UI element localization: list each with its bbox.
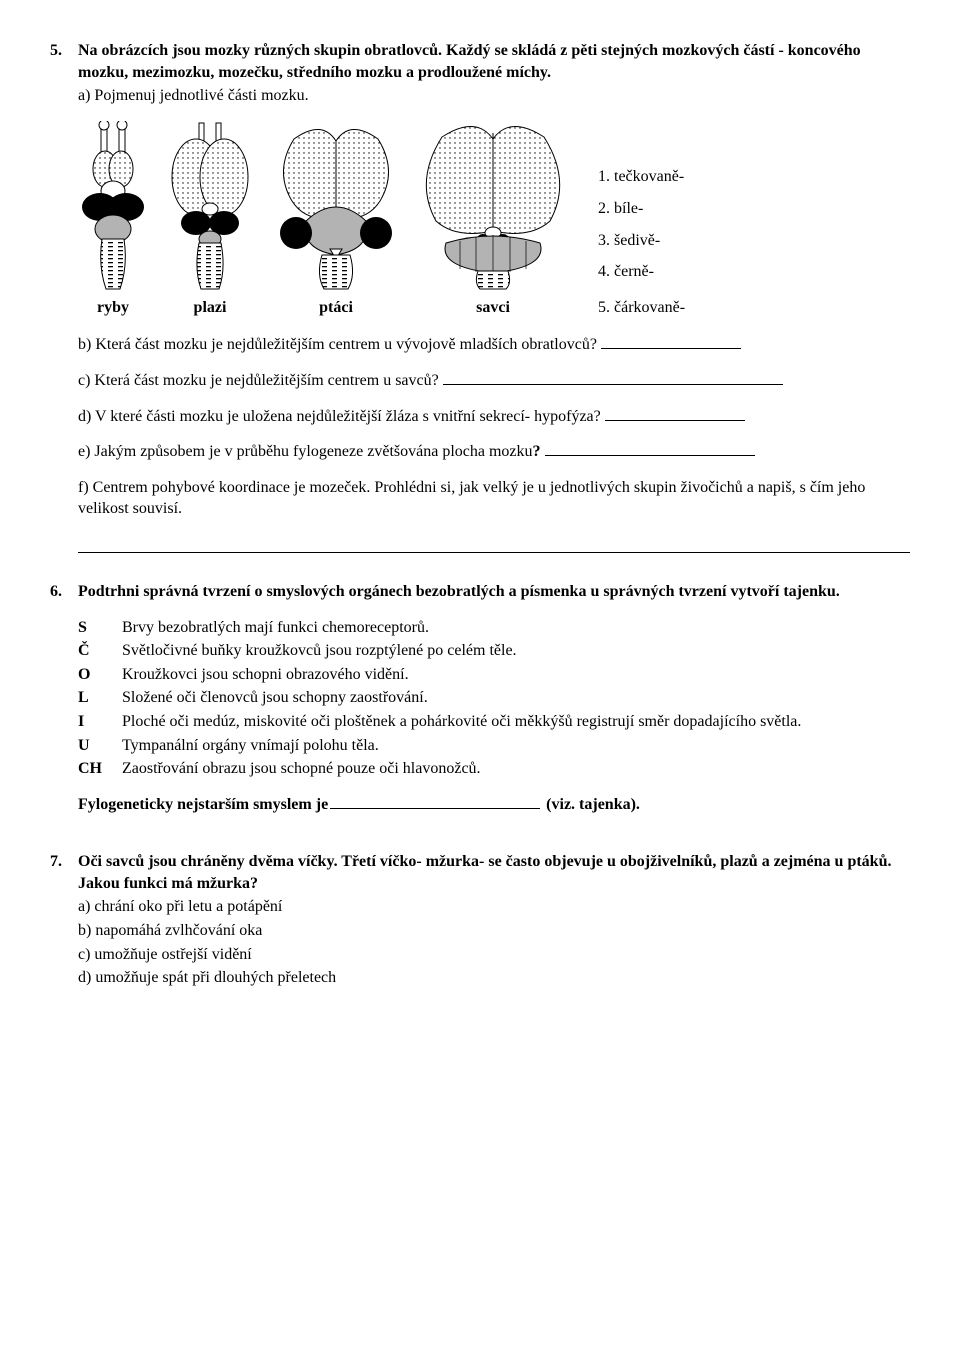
- brain-ryby-svg: [78, 121, 148, 291]
- brain-ryby: ryby: [78, 121, 148, 319]
- legend: 1. tečkovaně- 2. bíle- 3. šedivě- 4. čer…: [598, 164, 685, 318]
- question-7: 7. Oči savců jsou chráněny dvěma víčky. …: [50, 851, 910, 989]
- brain-plazi-svg: [166, 121, 254, 291]
- stmt-O: O Kroužkovci jsou schopni obrazového vid…: [78, 664, 910, 686]
- label-ryby: ryby: [97, 297, 129, 319]
- legend-1: 1. tečkovaně-: [598, 166, 685, 188]
- brain-row: ryby: [78, 121, 568, 319]
- q5-title: Na obrázcích jsou mozky různých skupin o…: [78, 40, 910, 83]
- q7-opt-b: b) napomáhá zvlhčování oka: [78, 920, 910, 942]
- label-plazi: plazi: [194, 297, 227, 319]
- stmt-S-letter: S: [78, 617, 122, 639]
- brain-ptaci-svg: [272, 121, 400, 291]
- brain-diagram-block: ryby: [50, 121, 910, 319]
- q5-b-blank[interactable]: [601, 348, 741, 349]
- stmt-U-text: Tympanální orgány vnímají polohu těla.: [122, 735, 910, 757]
- stmt-O-text: Kroužkovci jsou schopni obrazového viděn…: [122, 664, 910, 686]
- q5-sub-questions: b) Která část mozku je nejdůležitějším c…: [78, 334, 910, 520]
- q6-fylo-suffix: (viz. tajenka).: [542, 796, 640, 813]
- q7-title: Oči savců jsou chráněny dvěma víčky. Tře…: [78, 851, 910, 894]
- question-6: 6. Podtrhni správná tvrzení o smyslových…: [50, 581, 910, 815]
- stmt-I: I Ploché oči medúz, miskovité oči ploště…: [78, 711, 910, 733]
- stmt-C: Č Světločivné buňky kroužkovců jsou rozp…: [78, 640, 910, 662]
- brain-plazi: plazi: [166, 121, 254, 319]
- stmt-I-letter: I: [78, 711, 122, 733]
- q7-number: 7.: [50, 851, 78, 894]
- brain-savci-svg: [418, 121, 568, 291]
- q6-title: Podtrhni správná tvrzení o smyslových or…: [78, 581, 910, 603]
- q5-c-text: c) Která část mozku je nejdůležitějším c…: [78, 372, 439, 389]
- stmt-CH-text: Zaostřování obrazu jsou schopné pouze oč…: [122, 758, 910, 780]
- stmt-U-letter: U: [78, 735, 122, 757]
- q5-b: b) Která část mozku je nejdůležitějším c…: [78, 334, 910, 356]
- stmt-S: S Brvy bezobratlých mají funkci chemorec…: [78, 617, 910, 639]
- q5-c: c) Která část mozku je nejdůležitějším c…: [78, 370, 910, 392]
- q5-header: 5. Na obrázcích jsou mozky různých skupi…: [50, 40, 910, 83]
- brain-savci: savci: [418, 121, 568, 319]
- q5-e-text: e) Jakým způsobem je v průběhu fylogenez…: [78, 443, 533, 460]
- stmt-C-text: Světločivné buňky kroužkovců jsou rozptý…: [122, 640, 910, 662]
- q5-d-text: d) V které části mozku je uložena nejdůl…: [78, 408, 601, 425]
- q5-e: e) Jakým způsobem je v průběhu fylogenez…: [78, 441, 910, 463]
- stmt-O-letter: O: [78, 664, 122, 686]
- q5-d: d) V které části mozku je uložena nejdůl…: [78, 406, 910, 428]
- q6-fylo: Fylogeneticky nejstarším smyslem je (viz…: [78, 794, 910, 816]
- stmt-S-text: Brvy bezobratlých mají funkci chemorecep…: [122, 617, 910, 639]
- legend-2: 2. bíle-: [598, 198, 685, 220]
- stmt-L-letter: L: [78, 687, 122, 709]
- stmt-CH-letter: CH: [78, 758, 122, 780]
- legend-3: 3. šedivě-: [598, 230, 685, 252]
- q5-f: f) Centrem pohybové koordinace je mozeče…: [78, 477, 910, 520]
- q6-header: 6. Podtrhni správná tvrzení o smyslových…: [50, 581, 910, 603]
- q7-header: 7. Oči savců jsou chráněny dvěma víčky. …: [50, 851, 910, 894]
- q5-d-blank[interactable]: [605, 420, 745, 421]
- q5-number: 5.: [50, 40, 78, 83]
- legend-4: 4. černě-: [598, 261, 685, 283]
- q7-opt-d: d) umožňuje spát při dlouhých přeletech: [78, 967, 910, 989]
- stmt-CH: CH Zaostřování obrazu jsou schopné pouze…: [78, 758, 910, 780]
- q5-a-label: a) Pojmenuj jednotlivé části mozku.: [78, 85, 910, 107]
- q6-fylo-blank[interactable]: [330, 808, 540, 809]
- stmt-U: U Tympanální orgány vnímají polohu těla.: [78, 735, 910, 757]
- stmt-I-text: Ploché oči medúz, miskovité oči ploštěne…: [122, 711, 910, 733]
- q5-c-blank[interactable]: [443, 384, 783, 385]
- brain-ptaci: ptáci: [272, 121, 400, 319]
- q6-fylo-prefix: Fylogeneticky nejstarším smyslem je: [78, 796, 328, 813]
- q7-opt-a: a) chrání oko při letu a potápění: [78, 896, 910, 918]
- legend-5: 5. čárkovaně-: [598, 297, 685, 319]
- question-5: 5. Na obrázcích jsou mozky různých skupi…: [50, 40, 910, 553]
- q5-f-blank-line[interactable]: [78, 534, 910, 553]
- q5-b-text: b) Která část mozku je nejdůležitějším c…: [78, 336, 597, 353]
- q7-options: a) chrání oko při letu a potápění b) nap…: [78, 896, 910, 988]
- q6-statements: S Brvy bezobratlých mají funkci chemorec…: [78, 617, 910, 816]
- q7-opt-c: c) umožňuje ostřejší vidění: [78, 944, 910, 966]
- q5-e-blank[interactable]: [545, 455, 755, 456]
- stmt-L-text: Složené oči členovců jsou schopny zaostř…: [122, 687, 910, 709]
- stmt-L: L Složené oči členovců jsou schopny zaos…: [78, 687, 910, 709]
- label-ptaci: ptáci: [319, 297, 353, 319]
- stmt-C-letter: Č: [78, 640, 122, 662]
- q6-number: 6.: [50, 581, 78, 603]
- label-savci: savci: [476, 297, 510, 319]
